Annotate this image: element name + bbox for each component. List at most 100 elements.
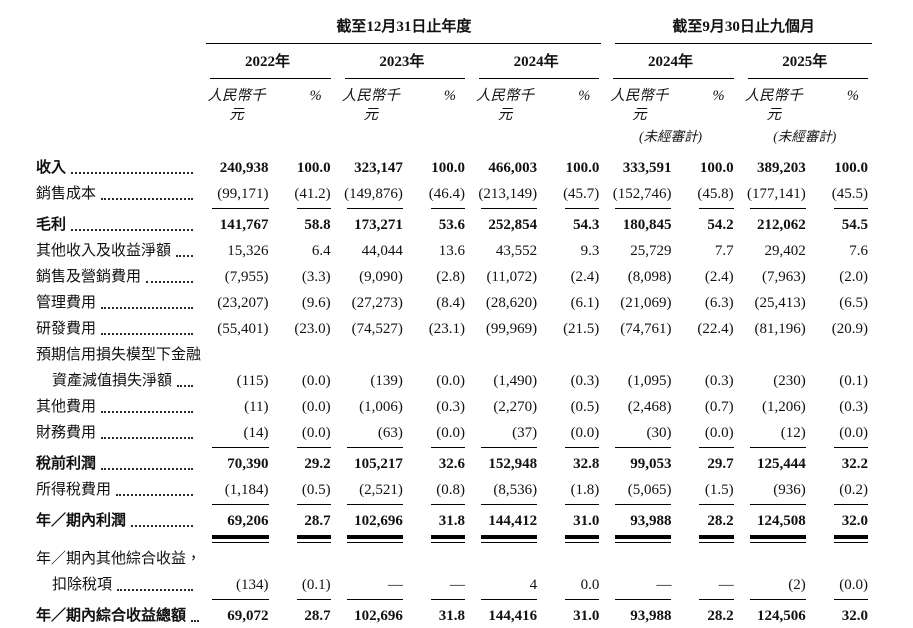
double-rule (480, 535, 538, 543)
single-rule (699, 447, 734, 448)
percent-cell: 31.0 (541, 505, 603, 543)
amount-cell (738, 339, 810, 365)
amount-value: 102,696 (354, 513, 403, 529)
amount-value: (74,527) (351, 321, 403, 337)
percent-value: (0.3) (704, 373, 734, 389)
percent-cell: 53.6 (407, 209, 469, 235)
amount-cell (469, 543, 541, 569)
dot-leader (146, 281, 194, 283)
amount-cell: 25,729 (603, 235, 675, 261)
single-rule (212, 504, 269, 505)
amount-cell: 252,854 (469, 209, 541, 235)
table-row: 所得稅費用 (1,184) (0.5) (2,521) (0.8) (8,536) (1.8… (36, 474, 872, 505)
table-row: 年／期內利潤 69,206 28.7 102,696 31.8 144,412 31.0 93… (36, 505, 872, 543)
amount-cell: (139) (335, 365, 407, 391)
amount-value: — (387, 577, 403, 593)
percent-cell: 0.0 (541, 569, 603, 600)
percent-value: (8.4) (436, 295, 465, 311)
percent-cell: (2.4) (675, 261, 737, 287)
percent-cell (273, 339, 335, 365)
amount-value: (1,184) (224, 482, 269, 498)
percent-cell: 100.0 (273, 146, 335, 178)
single-rule (296, 599, 331, 600)
amount-cell: (63) (335, 417, 407, 448)
percent-cell: 32.2 (810, 448, 872, 474)
percent-cell: 54.3 (541, 209, 603, 235)
amount-cell: (37) (469, 417, 541, 448)
amount-value: 29,402 (764, 243, 806, 259)
amount-value: 389,203 (757, 160, 806, 176)
percent-cell: (0.5) (273, 474, 335, 505)
single-rule (430, 504, 465, 505)
amount-cell (469, 339, 541, 365)
amount-value: 70,390 (227, 456, 269, 472)
percent-cell: (21.5) (541, 313, 603, 339)
amount-cell: (21,069) (603, 287, 675, 313)
percent-value: 7.6 (849, 243, 868, 259)
single-rule (749, 208, 806, 209)
amount-value: 15,326 (227, 243, 269, 259)
dot-leader (71, 229, 194, 231)
table-row: 年／期內其他綜合收益， (36, 543, 872, 569)
percent-cell: (23.1) (407, 313, 469, 339)
percent-cell: (22.4) (675, 313, 737, 339)
amount-value: 180,845 (622, 217, 672, 233)
row-label: 研發費用 (36, 321, 97, 337)
single-rule (615, 504, 672, 505)
amount-value: (1,206) (762, 399, 806, 415)
percent-value: 31.8 (438, 608, 465, 624)
percent-value: 28.2 (707, 513, 734, 529)
percent-value: (3.3) (301, 269, 331, 285)
table-row: 管理費用 (23,207) (9.6) (27,273) (8.4) (28,620) (6… (36, 287, 872, 313)
amount-cell: 141,767 (200, 209, 272, 235)
table-row: 扣除稅項 (134) (0.1) — — 4 0.0 — — (2) (0.0) (36, 569, 872, 600)
dot-leader (71, 172, 194, 174)
row-label: 管理費用 (36, 295, 97, 311)
row-label: 其他收入及收益淨額 (36, 243, 172, 259)
percent-value: 54.5 (841, 217, 868, 233)
percent-value: (46.4) (428, 186, 465, 202)
percent-value: (0.0) (301, 425, 331, 441)
row-label-cell: 管理費用 (36, 287, 200, 313)
amount-value: 93,988 (630, 608, 672, 624)
percent-cell: (0.0) (273, 391, 335, 417)
single-rule (480, 599, 538, 600)
empty-corner-cell (36, 16, 200, 44)
percent-value: 29.7 (707, 456, 734, 472)
amount-value: (1,490) (493, 373, 538, 389)
percent-value: 7.7 (714, 243, 734, 259)
table-row: 稅前利潤 70,390 29.2 105,217 32.6 152,948 32.8 99,0… (36, 448, 872, 474)
amount-cell (335, 339, 407, 365)
amount-cell: (230) (738, 365, 810, 391)
year-header-2024: 2024年 (469, 44, 603, 79)
percent-value: (0.7) (704, 399, 734, 415)
amount-value: (21,069) (620, 295, 672, 311)
table-row: 其他費用 (11) (0.0) (1,006) (0.3) (2,270) (0.5) (2,… (36, 391, 872, 417)
percent-value: (0.0) (704, 425, 734, 441)
percent-value: (0.0) (301, 373, 331, 389)
percent-value: (0.0) (839, 425, 868, 441)
amount-value: 99,053 (630, 456, 672, 472)
amount-cell: (1,490) (469, 365, 541, 391)
single-rule (615, 447, 672, 448)
single-rule (296, 208, 331, 209)
double-rule (749, 535, 806, 543)
single-rule (699, 504, 734, 505)
percent-cell: 6.4 (273, 235, 335, 261)
dot-leader (101, 198, 194, 200)
row-label: 扣除稅項 (52, 577, 113, 593)
amount-value: 102,696 (354, 608, 403, 624)
amount-value: 466,003 (488, 160, 538, 176)
row-label-cell: 其他收入及收益淨額 (36, 235, 200, 261)
percent-value: (0.0) (301, 399, 331, 415)
row-label: 銷售及營銷費用 (36, 269, 142, 285)
table-row: 銷售及營銷費用 (7,955) (3.3) (9,090) (2.8) (11,072) (… (36, 261, 872, 287)
percent-value: 32.0 (841, 608, 868, 624)
amount-cell: 102,696 (335, 600, 407, 628)
amount-cell: (99,171) (200, 178, 272, 209)
percent-cell (273, 543, 335, 569)
amount-value: (177,141) (747, 186, 806, 202)
amount-cell: 323,147 (335, 146, 407, 178)
percent-cell: 31.8 (407, 600, 469, 628)
header-rule (613, 78, 734, 79)
